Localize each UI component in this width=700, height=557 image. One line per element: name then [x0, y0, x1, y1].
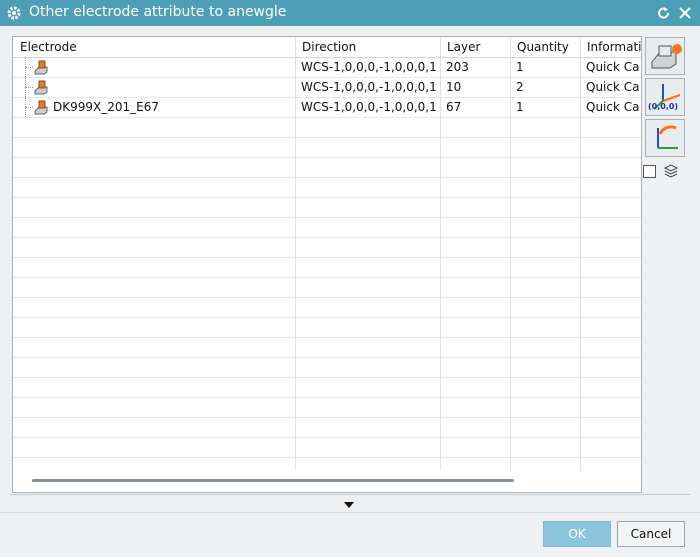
row-line	[13, 197, 641, 198]
gear-icon	[7, 6, 21, 20]
select-button[interactable]	[645, 37, 685, 75]
table-cell: 2	[516, 80, 524, 94]
table-cell: WCS-1,0,0,0,-1,0,0,0,1	[301, 60, 437, 74]
rotate-icon	[657, 125, 678, 149]
table-cell: 203	[446, 60, 469, 74]
table-cell: 1	[516, 100, 524, 114]
tree-line	[25, 67, 33, 68]
electrode-icon	[34, 60, 48, 75]
column-divider	[440, 37, 441, 470]
layers-icon	[663, 164, 679, 178]
table-cell: Quick Car	[586, 100, 639, 114]
column-header: Direction	[302, 40, 357, 54]
row-line	[13, 117, 641, 118]
tree-line	[25, 107, 33, 108]
row-line	[13, 217, 641, 218]
separator	[0, 512, 700, 513]
select-icon	[651, 44, 682, 69]
expand-arrow[interactable]	[344, 502, 354, 508]
origin-button[interactable]: (0,0,0)	[645, 78, 685, 116]
table-cell: 1	[516, 60, 524, 74]
column-header: Electrode	[20, 40, 77, 54]
row-line	[13, 437, 641, 438]
electrode-icon	[34, 80, 48, 95]
ok-button[interactable]: OK	[543, 521, 611, 547]
cancel-button[interactable]: Cancel	[617, 521, 685, 547]
header-row	[13, 37, 641, 58]
row-line	[13, 257, 641, 258]
column-header: Information	[587, 40, 641, 54]
table-cell: DK999X_201_E67	[53, 100, 159, 114]
row-line	[13, 337, 641, 338]
reset-button[interactable]	[656, 5, 672, 21]
row-line	[13, 397, 641, 398]
separator	[10, 494, 690, 495]
row-line	[13, 77, 641, 78]
column-header: Quantity	[517, 40, 569, 54]
checkbox[interactable]	[643, 165, 656, 178]
scrollbar-thumb[interactable]	[32, 479, 514, 482]
row-line	[13, 237, 641, 238]
tree-line	[25, 87, 33, 88]
table-cell: 67	[446, 100, 462, 114]
column-divider	[580, 37, 581, 470]
electrode-icon	[34, 100, 48, 115]
table-cell: WCS-1,0,0,0,-1,0,0,0,1	[301, 80, 437, 94]
column-header: Layer	[447, 40, 481, 54]
row-line	[13, 417, 641, 418]
table-cell: WCS-1,0,0,0,-1,0,0,0,1	[301, 100, 437, 114]
row-line	[13, 157, 641, 158]
row-line	[13, 97, 641, 98]
dialog-title: Other electrode attribute to anewgle	[29, 4, 287, 20]
row-line	[13, 297, 641, 298]
row-line	[13, 277, 641, 278]
electrode-table: Electrode Direction Layer Quantity Informati…	[12, 36, 642, 493]
row-line	[13, 377, 641, 378]
row-line	[13, 357, 641, 358]
origin-label: (0,0,0)	[648, 102, 678, 111]
row-line	[13, 137, 641, 138]
table-cell: Quick Car	[586, 60, 639, 74]
table-cell: Quick Car	[586, 80, 639, 94]
origin-icon: (0,0,0)	[648, 84, 681, 111]
title-bar: Other electrode attribute to anewgle	[0, 0, 700, 26]
close-button[interactable]	[677, 5, 693, 21]
column-divider	[510, 37, 511, 470]
row-line	[13, 457, 641, 458]
row-line	[13, 317, 641, 318]
rotate-button[interactable]	[645, 119, 685, 157]
row-line	[13, 177, 641, 178]
column-divider	[295, 37, 296, 470]
table-cell: 10	[446, 80, 462, 94]
